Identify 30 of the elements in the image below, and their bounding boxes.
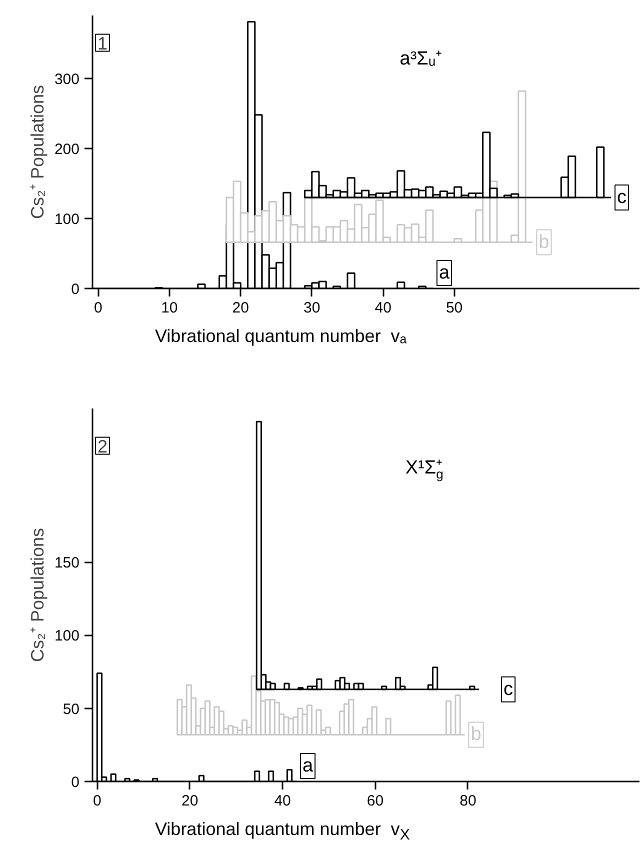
series-label: c	[504, 678, 514, 700]
y-tick-label: 100	[54, 628, 80, 645]
annotation: a³Σᵤ⁺	[400, 48, 442, 70]
x-tick-label: 80	[460, 792, 476, 810]
x-tick-label: 30	[304, 300, 320, 316]
y-axis-title: Cs₂⁺ Populations	[27, 84, 48, 220]
x-axis-title: Vibrational quantum number vₐ	[155, 325, 407, 348]
x-tick-label: 20	[182, 792, 198, 810]
y-tick-label: 50	[62, 700, 80, 718]
y-tick-label: 0	[71, 281, 80, 298]
y-tick-label: 150	[54, 554, 80, 572]
y-tick-label: 0	[71, 774, 80, 791]
x-tick-label: 0	[92, 792, 102, 810]
x-axis-title: Vibrational quantum number v$_{X}$	[155, 818, 410, 845]
x-tick-label: 40	[274, 792, 291, 810]
x-tick-label: 60	[366, 792, 384, 810]
series-label: a	[302, 756, 314, 776]
x-tick-label: 0	[94, 300, 102, 316]
series-label: a	[438, 262, 450, 284]
x-tick-label: 40	[374, 300, 392, 316]
x-tick-label: 10	[161, 300, 178, 316]
series-label: c	[617, 187, 627, 208]
y-axis-title: Cs₂⁺ Populations	[27, 528, 48, 662]
y-tick-label: 100	[54, 211, 80, 228]
x-tick-label: 50	[446, 300, 463, 316]
y-tick-label: 200	[54, 141, 80, 158]
annotation: 2	[98, 436, 108, 456]
annotation: 1	[98, 33, 108, 54]
y-tick-label: 300	[54, 71, 80, 88]
x-tick-label: 20	[232, 300, 249, 316]
